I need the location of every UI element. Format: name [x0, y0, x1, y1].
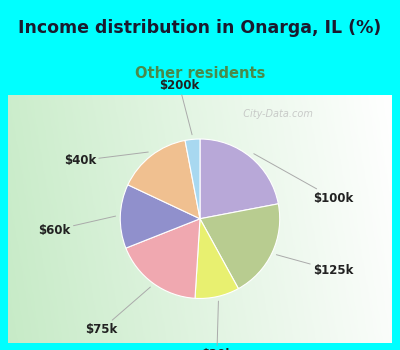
Text: $75k: $75k [85, 287, 150, 336]
Text: Other residents: Other residents [135, 66, 265, 81]
Text: $100k: $100k [254, 154, 353, 205]
Wedge shape [120, 185, 200, 248]
Text: $125k: $125k [276, 255, 353, 277]
Text: Income distribution in Onarga, IL (%): Income distribution in Onarga, IL (%) [18, 19, 382, 37]
Text: $20k: $20k [201, 301, 233, 350]
Wedge shape [128, 140, 200, 219]
Wedge shape [200, 139, 278, 219]
Wedge shape [185, 139, 200, 219]
Wedge shape [126, 219, 200, 298]
Text: $40k: $40k [64, 152, 148, 167]
Text: $60k: $60k [38, 216, 116, 237]
Text: City-Data.com: City-Data.com [237, 108, 312, 119]
Wedge shape [200, 204, 280, 289]
Text: $200k: $200k [159, 79, 200, 135]
Wedge shape [195, 219, 238, 299]
